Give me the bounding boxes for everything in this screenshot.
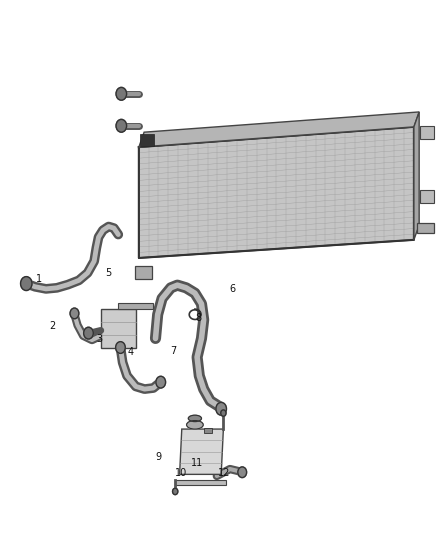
Circle shape [216, 402, 226, 415]
Text: 12: 12 [218, 469, 230, 478]
Circle shape [84, 327, 93, 339]
Text: 8: 8 [195, 313, 201, 323]
Circle shape [116, 119, 127, 132]
FancyBboxPatch shape [135, 266, 152, 279]
Circle shape [116, 342, 125, 353]
Circle shape [156, 376, 166, 388]
Text: 11: 11 [191, 458, 203, 467]
Text: 6: 6 [229, 284, 235, 294]
Circle shape [173, 488, 178, 495]
Circle shape [70, 308, 79, 319]
Polygon shape [180, 429, 223, 474]
FancyBboxPatch shape [420, 126, 434, 139]
Text: 5: 5 [106, 268, 112, 278]
Circle shape [238, 467, 247, 478]
Polygon shape [139, 112, 419, 147]
Circle shape [221, 410, 226, 416]
Polygon shape [101, 309, 136, 348]
FancyBboxPatch shape [204, 428, 212, 433]
Text: 3: 3 [97, 334, 103, 344]
Ellipse shape [188, 415, 201, 422]
Text: 7: 7 [170, 346, 177, 356]
Ellipse shape [187, 421, 203, 429]
Circle shape [116, 87, 127, 100]
Polygon shape [175, 480, 226, 485]
Polygon shape [118, 303, 153, 309]
Circle shape [21, 277, 32, 290]
FancyBboxPatch shape [417, 223, 434, 233]
FancyBboxPatch shape [140, 134, 154, 146]
Polygon shape [414, 112, 419, 240]
FancyBboxPatch shape [420, 190, 434, 203]
Polygon shape [139, 127, 414, 258]
Text: 4: 4 [127, 347, 134, 357]
Text: 9: 9 [155, 452, 162, 462]
Text: 2: 2 [49, 321, 56, 330]
Text: 1: 1 [36, 274, 42, 284]
Text: 10: 10 [175, 469, 187, 478]
